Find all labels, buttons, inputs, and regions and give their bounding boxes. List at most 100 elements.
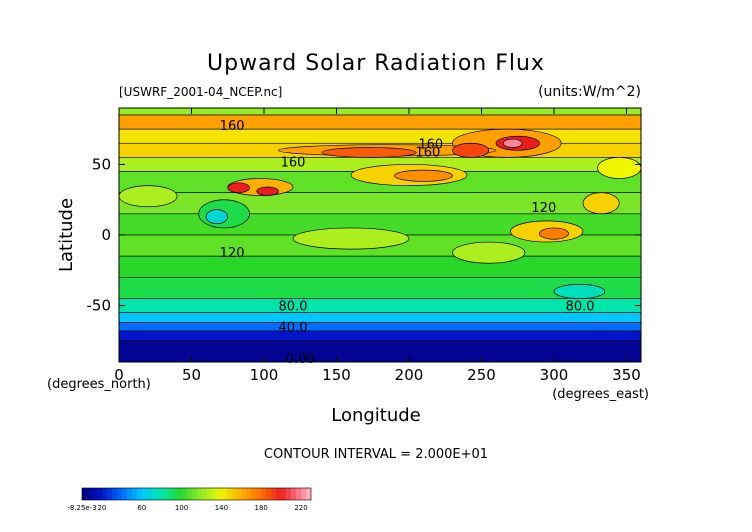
lat-band-11 <box>119 298 641 313</box>
lat-band-13 <box>119 322 641 332</box>
lat-band-14 <box>119 330 641 342</box>
colorbar-swatch-12 <box>141 488 148 500</box>
colorbar-swatch-37 <box>266 488 272 500</box>
colorbar-swatch-22 <box>191 488 197 500</box>
field-patch-12 <box>539 227 569 240</box>
colorbar-swatch-7 <box>116 488 123 500</box>
field-patch-2 <box>502 138 523 148</box>
colorbar-swatch-9 <box>126 488 133 500</box>
contour-label-4: 120 <box>531 201 556 216</box>
contour-label-3: 160 <box>281 156 306 171</box>
y-unit-label: (degrees_north) <box>47 377 151 392</box>
lat-band-6 <box>119 192 641 215</box>
field-patch-10 <box>394 169 453 182</box>
colorbar-swatch-17 <box>166 488 172 500</box>
field-patch-15 <box>205 209 229 225</box>
file-label: [USWRF_2001-04_NCEP.nc] <box>119 85 282 99</box>
x-tick-label-1: 50 <box>182 366 201 384</box>
lat-band-1 <box>119 114 641 130</box>
colorbar-ticks: -8.25e-3 20 60 100 140 180 220 <box>67 504 307 512</box>
field-patch-17 <box>452 241 526 264</box>
x-tick-label-6: 300 <box>540 366 569 384</box>
colorbar-tick-label-5: 180 <box>255 504 268 512</box>
colorbar-tick-label-3: 100 <box>175 504 188 512</box>
chart-title: Upward Solar Radiation Flux <box>207 51 545 76</box>
colorbar-swatch-31 <box>236 488 242 500</box>
colorbar-swatch-14 <box>151 488 157 500</box>
colorbar-swatch-39 <box>276 488 282 500</box>
colorbar-swatch-32 <box>241 488 247 500</box>
colorbar-swatch-26 <box>211 488 217 500</box>
colorbar-swatch-34 <box>251 488 257 500</box>
colorbar-swatch-4 <box>101 488 108 500</box>
contour-label-0: 160 <box>220 119 245 134</box>
colorbar-swatch-27 <box>216 488 222 500</box>
field-patch-5 <box>452 142 490 158</box>
plot-area <box>119 108 641 362</box>
contour-label-1: 160 <box>418 137 443 152</box>
colorbar-swatch-40 <box>281 488 287 500</box>
colorbar-swatch-25 <box>206 488 212 500</box>
colorbar-swatch-36 <box>261 488 267 500</box>
colorbar-swatch-45 <box>306 488 312 500</box>
colorbar-swatch-30 <box>231 488 237 500</box>
y-tick-label-0: -50 <box>87 297 112 315</box>
colorbar-swatch-42 <box>291 488 297 500</box>
colorbar-swatch-15 <box>156 488 162 500</box>
colorbar-swatch-23 <box>196 488 202 500</box>
colorbar-swatch-5 <box>106 488 113 500</box>
colorbar-swatch-19 <box>176 488 182 500</box>
colorbar-swatch-13 <box>146 488 152 500</box>
contour-label-6: 80.0 <box>279 300 308 315</box>
colorbar-swatch-0 <box>82 488 88 500</box>
lat-band-2 <box>119 128 641 144</box>
colorbar-tick-label-6: 220 <box>294 504 307 512</box>
field-patch-16 <box>292 227 410 250</box>
colorbar-tick-label-1: 20 <box>97 504 106 512</box>
field-patch-4 <box>321 147 417 158</box>
contour-label-7: 80.0 <box>566 300 595 315</box>
x-axis-label: Longitude <box>331 405 421 426</box>
colorbar-swatch-18 <box>171 488 177 500</box>
colorbar-swatch-10 <box>131 488 138 500</box>
x-tick-label-0: 0 <box>114 366 124 384</box>
x-tick-label-4: 200 <box>395 366 424 384</box>
colorbar-swatch-29 <box>226 488 232 500</box>
colorbar <box>81 487 312 501</box>
lat-band-12 <box>119 312 641 323</box>
field-patch-19 <box>553 284 606 299</box>
colorbar-swatch-43 <box>296 488 302 500</box>
lat-band-9 <box>119 255 641 278</box>
y-axis-label: Latitude <box>56 198 77 272</box>
colorbar-tick-label-0: -8.25e-3 <box>67 504 96 512</box>
contour-label-5: 120 <box>220 246 245 261</box>
colorbar-swatch-6 <box>111 488 118 500</box>
colorbar-swatch-3 <box>96 488 103 500</box>
colorbar-swatch-2 <box>91 488 98 500</box>
y-tick-label-1: 0 <box>101 226 111 244</box>
colorbar-swatch-11 <box>136 488 143 500</box>
colorbar-tick-label-4: 140 <box>215 504 228 512</box>
colorbar-swatch-1 <box>86 488 93 500</box>
field-patch-13 <box>582 192 620 215</box>
field-patch-8 <box>256 186 279 196</box>
lat-band-15 <box>119 340 641 362</box>
x-unit-label: (degrees_east) <box>552 387 649 402</box>
x-tick-label-3: 150 <box>322 366 351 384</box>
contour-label-8: 40.0 <box>279 321 308 336</box>
colorbar-swatch-28 <box>221 488 227 500</box>
colorbar-swatch-33 <box>246 488 252 500</box>
x-tick-label-2: 100 <box>250 366 279 384</box>
field-patch-7 <box>227 182 250 194</box>
colorbar-swatch-8 <box>121 488 128 500</box>
colorbar-swatch-35 <box>256 488 262 500</box>
x-tick-label-7: 350 <box>612 366 641 384</box>
field-patch-18 <box>119 185 178 208</box>
colorbar-swatch-24 <box>201 488 207 500</box>
y-axis-ticks: -50 0 50 <box>87 155 641 315</box>
contour-interval: CONTOUR INTERVAL = 2.000E+01 <box>264 447 488 462</box>
colorbar-swatch-16 <box>161 488 167 500</box>
colorbar-swatch-38 <box>271 488 277 500</box>
